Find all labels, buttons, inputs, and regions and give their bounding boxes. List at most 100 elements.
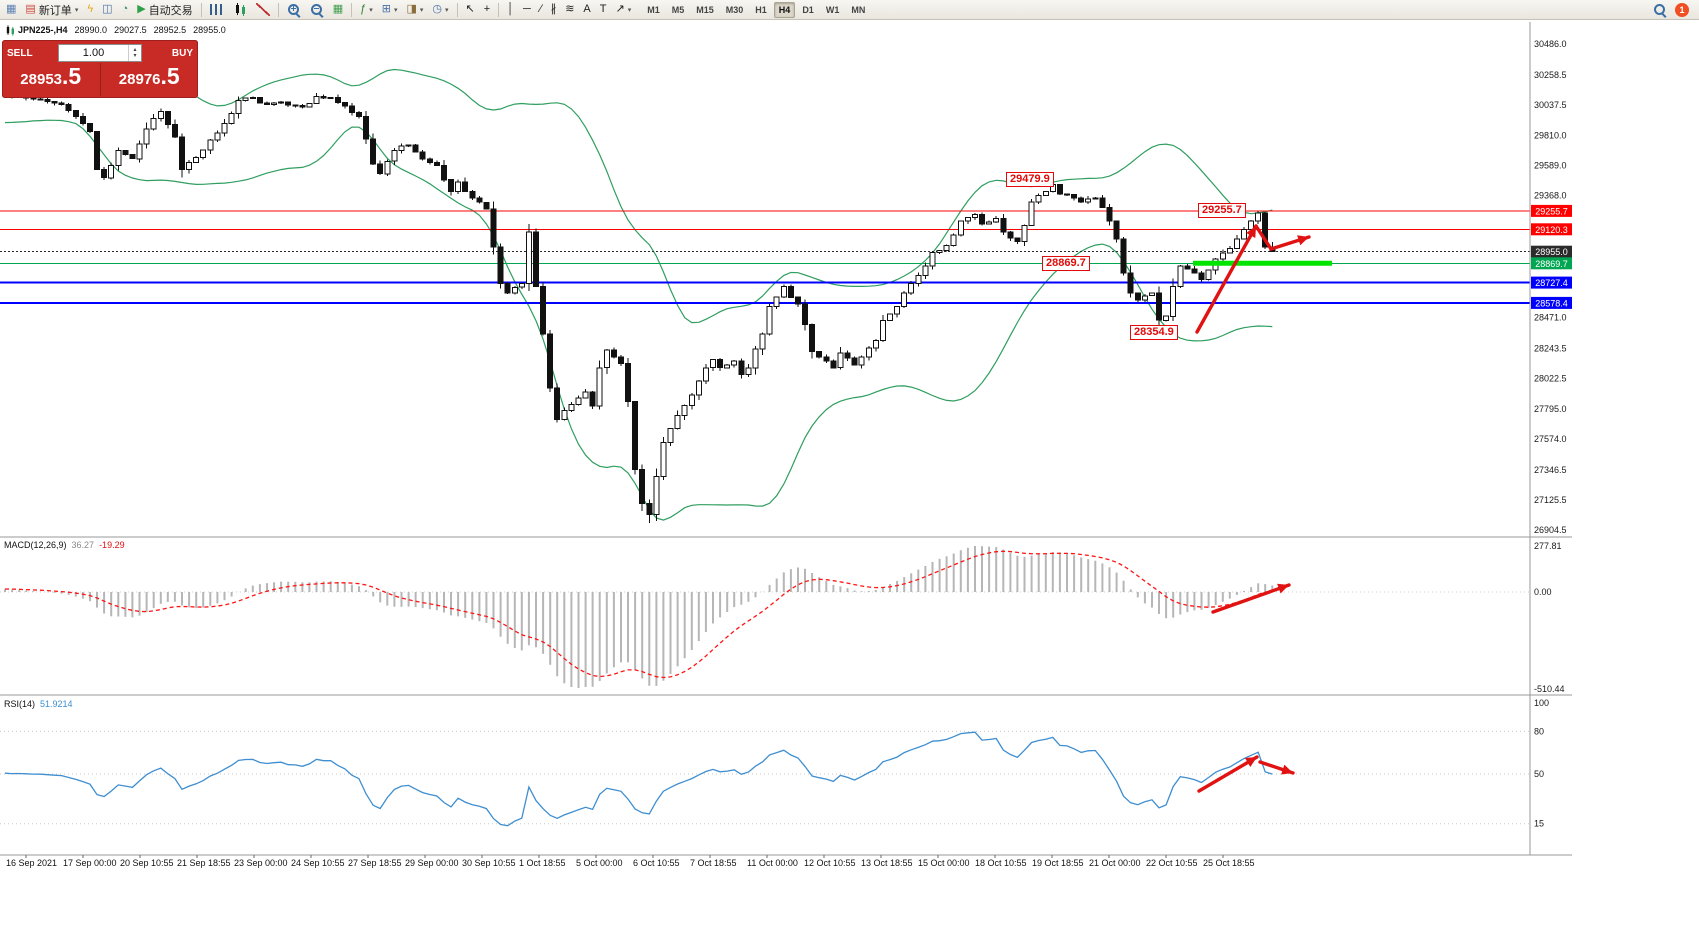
time-axis-label: 20 Sep 10:55 <box>120 858 174 868</box>
rsi-line <box>4 731 1273 827</box>
timeframe-h4-button[interactable]: H4 <box>773 1 796 18</box>
price-annotation[interactable]: 29255.7 <box>1198 203 1246 218</box>
trendline-icon[interactable]: ∕ <box>536 0 546 19</box>
timeframe-m1-button[interactable]: M1 <box>647 4 660 15</box>
autotrading-button: ▶ <box>137 3 146 15</box>
buy-price-pip: .5 <box>160 63 180 89</box>
market-watch-icon[interactable]: ◔ <box>118 0 133 19</box>
lightning-icon: ϟ <box>87 3 94 15</box>
chart-window-icon[interactable]: ▦ <box>2 0 20 19</box>
svg-text:28955.0: 28955.0 <box>1535 247 1568 257</box>
svg-text:28022.5: 28022.5 <box>1534 373 1567 383</box>
notification-badge[interactable]: 1 <box>1675 2 1689 17</box>
indicators-icon: ƒ <box>360 3 367 15</box>
time-axis-label: 12 Oct 10:55 <box>804 858 856 868</box>
crosshair-icon: + <box>483 3 491 15</box>
candlestick-chart-icon[interactable] <box>229 0 251 19</box>
timeframe-m15-button[interactable]: M15 <box>696 4 714 15</box>
bollinger-upper-band <box>4 59 1273 324</box>
horizontal-line-icon[interactable]: ─ <box>519 0 535 19</box>
lightning-icon[interactable]: ϟ <box>83 0 97 19</box>
templates-icon[interactable]: ◨ ▾ <box>402 0 427 19</box>
fibonacci-icon[interactable]: ≋ <box>561 0 578 19</box>
price-annotation[interactable]: 28354.9 <box>1130 325 1178 340</box>
sell-price: 28953 <box>20 71 63 88</box>
svg-text:-510.44: -510.44 <box>1534 684 1565 694</box>
time-axis[interactable]: 16 Sep 2021 17 Sep 00:00 20 Sep 10:55 21 Se… <box>0 858 1572 872</box>
volume-down-icon[interactable]: ▾ <box>133 53 137 59</box>
toolbar-separator <box>200 2 202 17</box>
new-chart-icon[interactable]: ⊞ ▾ <box>378 0 402 19</box>
timeframe-mn-button[interactable]: MN <box>851 4 866 15</box>
svg-text:28727.4: 28727.4 <box>1535 278 1568 288</box>
price-annotation[interactable]: 29479.9 <box>1006 172 1054 187</box>
zoom-in-icon[interactable] <box>283 0 305 19</box>
profiles-icon[interactable]: ◫ <box>98 0 116 19</box>
sell-button[interactable]: 28953.5 <box>2 63 101 96</box>
timeframe-m5-button[interactable]: M5 <box>671 4 685 15</box>
high-value: 29027.5 <box>114 25 147 35</box>
dropdown-caret-icon: ▾ <box>393 6 398 14</box>
svg-text:27125.5: 27125.5 <box>1534 495 1567 505</box>
search-icon[interactable] <box>1653 3 1667 16</box>
dropdown-caret-icon: ▾ <box>627 6 632 14</box>
time-axis-label: 21 Sep 18:55 <box>177 858 231 868</box>
macd-signal-value: -19.29 <box>99 540 125 550</box>
tile-windows-icon[interactable]: ▦ <box>329 0 347 19</box>
svg-text:50: 50 <box>1534 769 1544 779</box>
volume-value[interactable]: 1.00 <box>82 47 105 59</box>
bollinger-lower-band <box>4 119 1273 521</box>
sell-price-pip: .5 <box>62 63 82 89</box>
price-annotation[interactable]: 28869.7 <box>1042 256 1090 271</box>
crosshair-icon[interactable]: + <box>480 0 494 19</box>
timeframe-w1-button[interactable]: W1 <box>825 4 840 15</box>
line-chart-icon <box>255 3 270 16</box>
new-order-button[interactable]: ▤ 新订单 ▾ <box>21 0 82 19</box>
rsi-value: 51.9214 <box>40 699 73 709</box>
main-chart-panel[interactable] <box>0 59 1530 524</box>
vertical-line-icon[interactable]: │ <box>503 0 518 19</box>
period-icon[interactable]: ◷ ▾ <box>428 0 452 19</box>
channel-icon[interactable]: ∦ <box>547 0 561 19</box>
bar-chart-icon <box>209 4 224 15</box>
timeframe-h1-button[interactable]: H1 <box>755 4 767 15</box>
volume-input[interactable]: 1.00 ▴ ▾ <box>58 44 142 62</box>
symbol-timeframe-label: JPN225-,H4 <box>18 25 68 35</box>
autotrading-button[interactable]: ▶ 自动交易 <box>133 0 196 19</box>
toolbar-separator <box>498 2 500 17</box>
time-axis-label: 13 Oct 18:55 <box>861 858 913 868</box>
svg-text:28578.4: 28578.4 <box>1535 298 1568 308</box>
market-watch-icon: ◔ <box>121 3 129 15</box>
macd-name: MACD(12,26,9) <box>4 540 67 550</box>
label-icon[interactable]: T <box>596 0 611 19</box>
time-axis-label: 27 Sep 18:55 <box>348 858 402 868</box>
one-click-trading-panel: SELL 1.00 ▴ ▾ BUY 28953.5 28976.5 <box>2 40 198 98</box>
volume-up-icon[interactable]: ▴ <box>133 47 137 53</box>
time-axis-label: 22 Oct 10:55 <box>1146 858 1198 868</box>
time-axis-label: 17 Sep 00:00 <box>63 858 117 868</box>
line-chart-icon[interactable] <box>252 0 274 19</box>
bar-chart-icon[interactable] <box>206 0 228 19</box>
period-icon: ◷ <box>432 3 442 15</box>
sell-label: SELL <box>7 47 33 59</box>
zoom-out-icon[interactable] <box>306 0 328 19</box>
timeframe-d1-button[interactable]: D1 <box>802 4 814 15</box>
timeframe-m30-button[interactable]: M30 <box>725 4 744 15</box>
buy-button[interactable]: 28976.5 <box>101 63 199 96</box>
price-axis[interactable]: 30486.0 30258.5 30037.5 29810.0 29589.0 29368… <box>1531 39 1572 535</box>
indicators-icon[interactable]: ƒ ▾ <box>356 0 377 19</box>
svg-text:29368.0: 29368.0 <box>1534 191 1567 201</box>
close-value: 28955.0 <box>193 25 226 35</box>
cursor-icon[interactable]: ↖ <box>462 0 479 19</box>
macd-panel[interactable]: 277.81 0.00 -510.44 <box>0 541 1565 694</box>
dropdown-caret-icon: ▾ <box>419 6 424 14</box>
macd-main-value: 36.27 <box>71 540 95 550</box>
timeframe-toolbar: M1 M5 M15 M30 H1 H4 D1 W1 MN <box>641 1 871 18</box>
rsi-panel[interactable]: 100 80 50 15 <box>0 698 1549 829</box>
volume-spinner[interactable]: ▴ ▾ <box>128 45 141 61</box>
arrows-icon[interactable]: ↗ ▾ <box>611 0 635 19</box>
svg-text:277.81: 277.81 <box>1534 541 1562 551</box>
trend-arrows[interactable] <box>1195 224 1311 334</box>
text-icon[interactable]: A <box>579 0 594 19</box>
